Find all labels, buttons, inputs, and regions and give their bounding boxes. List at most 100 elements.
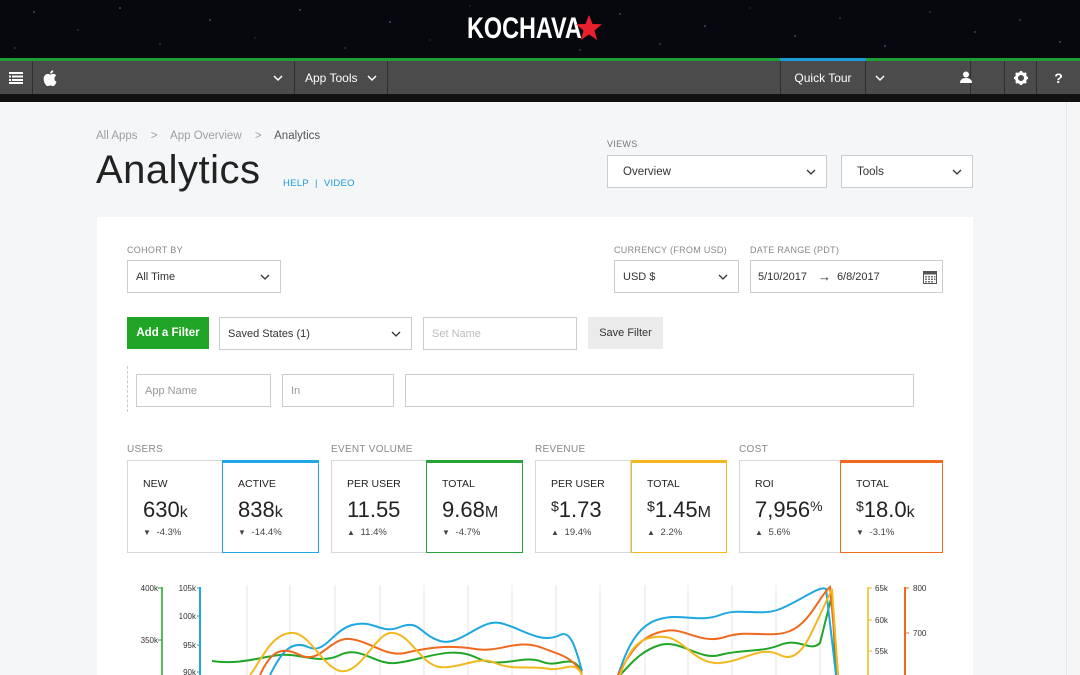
metric-label: NEW [143, 478, 168, 490]
metric-change: ▲ 19.4% [551, 527, 592, 538]
user-icon[interactable] [960, 71, 972, 83]
navbar-shadow [0, 94, 1080, 102]
saved-states-select[interactable]: Saved States (1) [219, 317, 412, 350]
views-label: VIEWS [607, 139, 638, 149]
series-line-orange [259, 585, 839, 675]
axis-tick-label: 95k [183, 641, 197, 650]
page-scrollbar[interactable] [1066, 102, 1080, 675]
breadcrumb-all-apps[interactable]: All Apps [96, 130, 138, 142]
date-to[interactable]: 6/8/2017 [836, 270, 880, 283]
question-icon: ? [1054, 69, 1063, 86]
video-link[interactable]: VIDEO [323, 178, 355, 189]
metric-value: $1.73 [551, 497, 602, 522]
chevron-down-icon [273, 75, 283, 82]
app-name-placeholder: App Name [145, 384, 197, 397]
metric-change: ▲ 2.2% [647, 527, 683, 538]
breadcrumb: All Apps > App Overview > Analytics [96, 130, 330, 142]
axis-tick-label: 90k [183, 668, 197, 675]
currency-label: CURRENCY (FROM USD) [614, 245, 728, 255]
event-volume-group-label: EVENT VOLUME [331, 444, 413, 455]
date-range-picker[interactable]: 5/10/2017 → 6/8/2017 [750, 260, 943, 293]
breadcrumb-separator: > [254, 130, 262, 142]
views-select[interactable]: Overview [607, 155, 827, 188]
metric-card-total[interactable]: TOTAL $18.0k ▼ -3.1% [840, 460, 943, 553]
breadcrumb-separator: > [150, 130, 158, 142]
metric-change: ▲ 11.4% [347, 527, 387, 538]
revenue-group-label: REVENUE [535, 444, 586, 455]
apple-icon [43, 69, 57, 86]
calendar-icon[interactable] [923, 270, 937, 284]
chevron-down-icon [367, 75, 377, 82]
metric-card-total[interactable]: TOTAL $1.45M ▲ 2.2% [631, 460, 727, 553]
app-selector[interactable] [33, 61, 295, 94]
operator-placeholder: In [291, 384, 301, 397]
save-filter-button[interactable]: Save Filter [588, 317, 663, 349]
metric-label: ROI [755, 478, 774, 490]
main-navbar: App Tools Quick Tour ? [0, 58, 1080, 94]
axis-tick-label: 55k [875, 647, 889, 656]
quick-tour-button[interactable]: Quick Tour [780, 61, 866, 94]
metric-card-active[interactable]: ACTIVE 838k ▼ -14.4% [222, 460, 319, 553]
metric-card-per-user[interactable]: PER USER $1.73 ▲ 19.4% [535, 460, 631, 553]
breadcrumb-app-overview[interactable]: App Overview [170, 130, 242, 142]
metric-label: TOTAL [856, 478, 889, 490]
metric-change: ▼ -3.1% [856, 527, 895, 538]
down-arrow-icon: ▼ [238, 528, 246, 537]
axis-tick-label: 60k [875, 616, 889, 625]
currency-select[interactable]: USD $ [614, 260, 739, 293]
set-name-placeholder: Set Name [432, 327, 481, 340]
metric-value: 9.68M [442, 497, 499, 522]
down-arrow-icon: ▼ [856, 528, 864, 537]
chevron-down-icon [718, 274, 728, 280]
metric-value: 7,956% [755, 497, 823, 522]
add-filter-button[interactable]: Add a Filter [127, 317, 209, 349]
saved-states-value: Saved States (1) [228, 327, 310, 340]
date-from[interactable]: 5/10/2017 [758, 270, 807, 283]
quick-tour-dropdown[interactable] [866, 61, 972, 94]
metric-card-total[interactable]: TOTAL 9.68M ▼ -4.7% [426, 460, 523, 553]
filter-value-field[interactable] [405, 374, 914, 407]
users-group-label: USERS [127, 444, 163, 455]
chevron-down-icon [952, 169, 962, 175]
analytics-trend-chart: 400k 350k 105k 100k 95k 90k 65k 60k 55k 800 700 [141, 584, 927, 675]
menu-icon [9, 71, 23, 84]
app-tools-label: App Tools [305, 70, 358, 85]
tools-select[interactable]: Tools [841, 155, 973, 188]
metric-card-new[interactable]: NEW 630k ▼ -4.3% [127, 460, 223, 553]
starfield-background [14, 5, 1061, 51]
app-tools-menu[interactable]: App Tools [295, 61, 388, 94]
currency-select-value: USD $ [623, 270, 656, 283]
settings-button[interactable] [1004, 61, 1037, 94]
metric-label: PER USER [551, 478, 605, 490]
set-name-input[interactable]: Set Name [423, 317, 577, 350]
axis-tick-label: 400k [141, 584, 159, 593]
metric-card-per-user[interactable]: PER USER 11.55 ▲ 11.4% [331, 460, 427, 553]
app-name-field[interactable]: App Name [136, 374, 271, 407]
tools-select-value: Tools [857, 165, 884, 178]
breadcrumb-current: Analytics [274, 130, 321, 142]
operator-field[interactable]: In [282, 374, 394, 407]
quick-tour-active-indicator [780, 58, 866, 61]
filter-rule-guide [127, 366, 128, 412]
top-banner: KOCHAVA [0, 0, 1080, 58]
metric-change: ▼ -4.3% [143, 527, 182, 538]
series-line-blue [269, 587, 837, 675]
metric-change: ▲ 5.6% [755, 527, 791, 538]
cohort-select-value: All Time [136, 270, 176, 283]
menu-button[interactable] [0, 61, 33, 94]
help-button[interactable]: ? [1037, 61, 1080, 94]
metric-label: TOTAL [442, 478, 475, 490]
metric-value: 838k [238, 497, 283, 522]
date-range-label: DATE RANGE (PDT) [750, 245, 840, 255]
date-arrow: → [817, 269, 831, 284]
chevron-down-icon [260, 274, 270, 280]
metric-value: 630k [143, 497, 188, 522]
up-arrow-icon: ▲ [347, 528, 355, 537]
metric-value: $1.45M [647, 497, 711, 522]
help-link[interactable]: HELP [283, 178, 310, 189]
metric-value: $18.0k [856, 497, 915, 522]
metric-label: ACTIVE [238, 478, 276, 490]
cohort-select[interactable]: All Time [127, 260, 281, 293]
metric-card-roi[interactable]: ROI 7,956% ▲ 5.6% [739, 460, 841, 553]
brand-wordmark: KOCHAVA [467, 12, 582, 45]
